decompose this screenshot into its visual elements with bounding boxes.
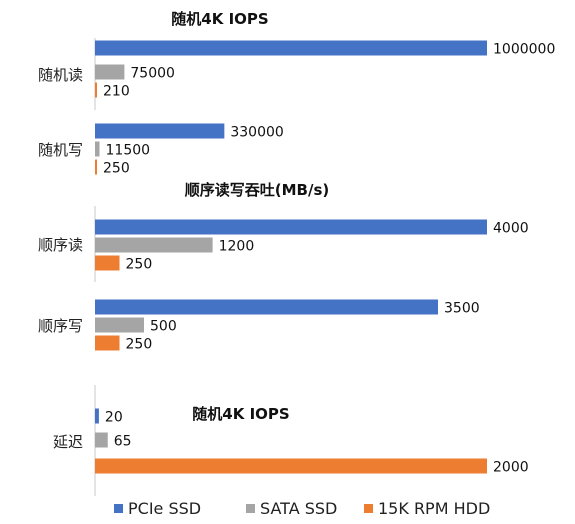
data-label: 1000000 [493,42,555,58]
legend-swatch [364,504,373,513]
category-label: 顺序读 [38,236,83,254]
data-label: 250 [126,257,153,273]
data-label: 75000 [130,66,175,82]
data-label: 3500 [444,301,480,317]
legend-swatch [114,504,123,513]
bar-pcie-ssd [95,408,99,424]
bar-15k-rpm-hdd [95,458,487,474]
data-label: 11500 [106,143,151,159]
data-label: 1200 [219,239,255,255]
data-label: 4000 [493,221,529,237]
chart-title: 随机4K IOPS [171,10,268,28]
category-label: 顺序写 [38,317,83,335]
legend-label: SATA SSD [260,499,337,518]
bar-pcie-ssd [95,299,438,315]
bar-sata-ssd [95,237,213,253]
bar-pcie-ssd [95,123,225,139]
bar-sata-ssd [95,64,125,80]
data-label: 250 [103,161,130,177]
category-label: 随机读 [38,66,83,84]
legend-label: PCIe SSD [128,499,201,518]
bar-sata-ssd [95,432,108,448]
chart-title: 顺序读写吞吐(MB/s) [185,181,329,199]
category-label: 延迟 [53,433,83,451]
category-label: 随机写 [38,141,83,159]
data-label: 2000 [493,460,529,476]
data-label: 330000 [230,125,283,141]
bar-15k-rpm-hdd [95,82,97,98]
chart-title: 随机4K IOPS [192,405,289,423]
data-label: 65 [114,434,132,450]
data-label: 20 [105,410,123,426]
legend-swatch [246,504,255,513]
legend-label: 15K RPM HDD [378,499,490,518]
bar-15k-rpm-hdd [95,255,120,271]
bar-pcie-ssd [95,40,487,56]
bar-15k-rpm-hdd [95,335,120,351]
data-label: 210 [103,84,130,100]
bar-15k-rpm-hdd [95,159,97,175]
data-label: 500 [150,319,177,335]
bar-sata-ssd [95,317,144,333]
bar-pcie-ssd [95,219,487,235]
bar-sata-ssd [95,141,100,157]
data-label: 250 [126,337,153,353]
